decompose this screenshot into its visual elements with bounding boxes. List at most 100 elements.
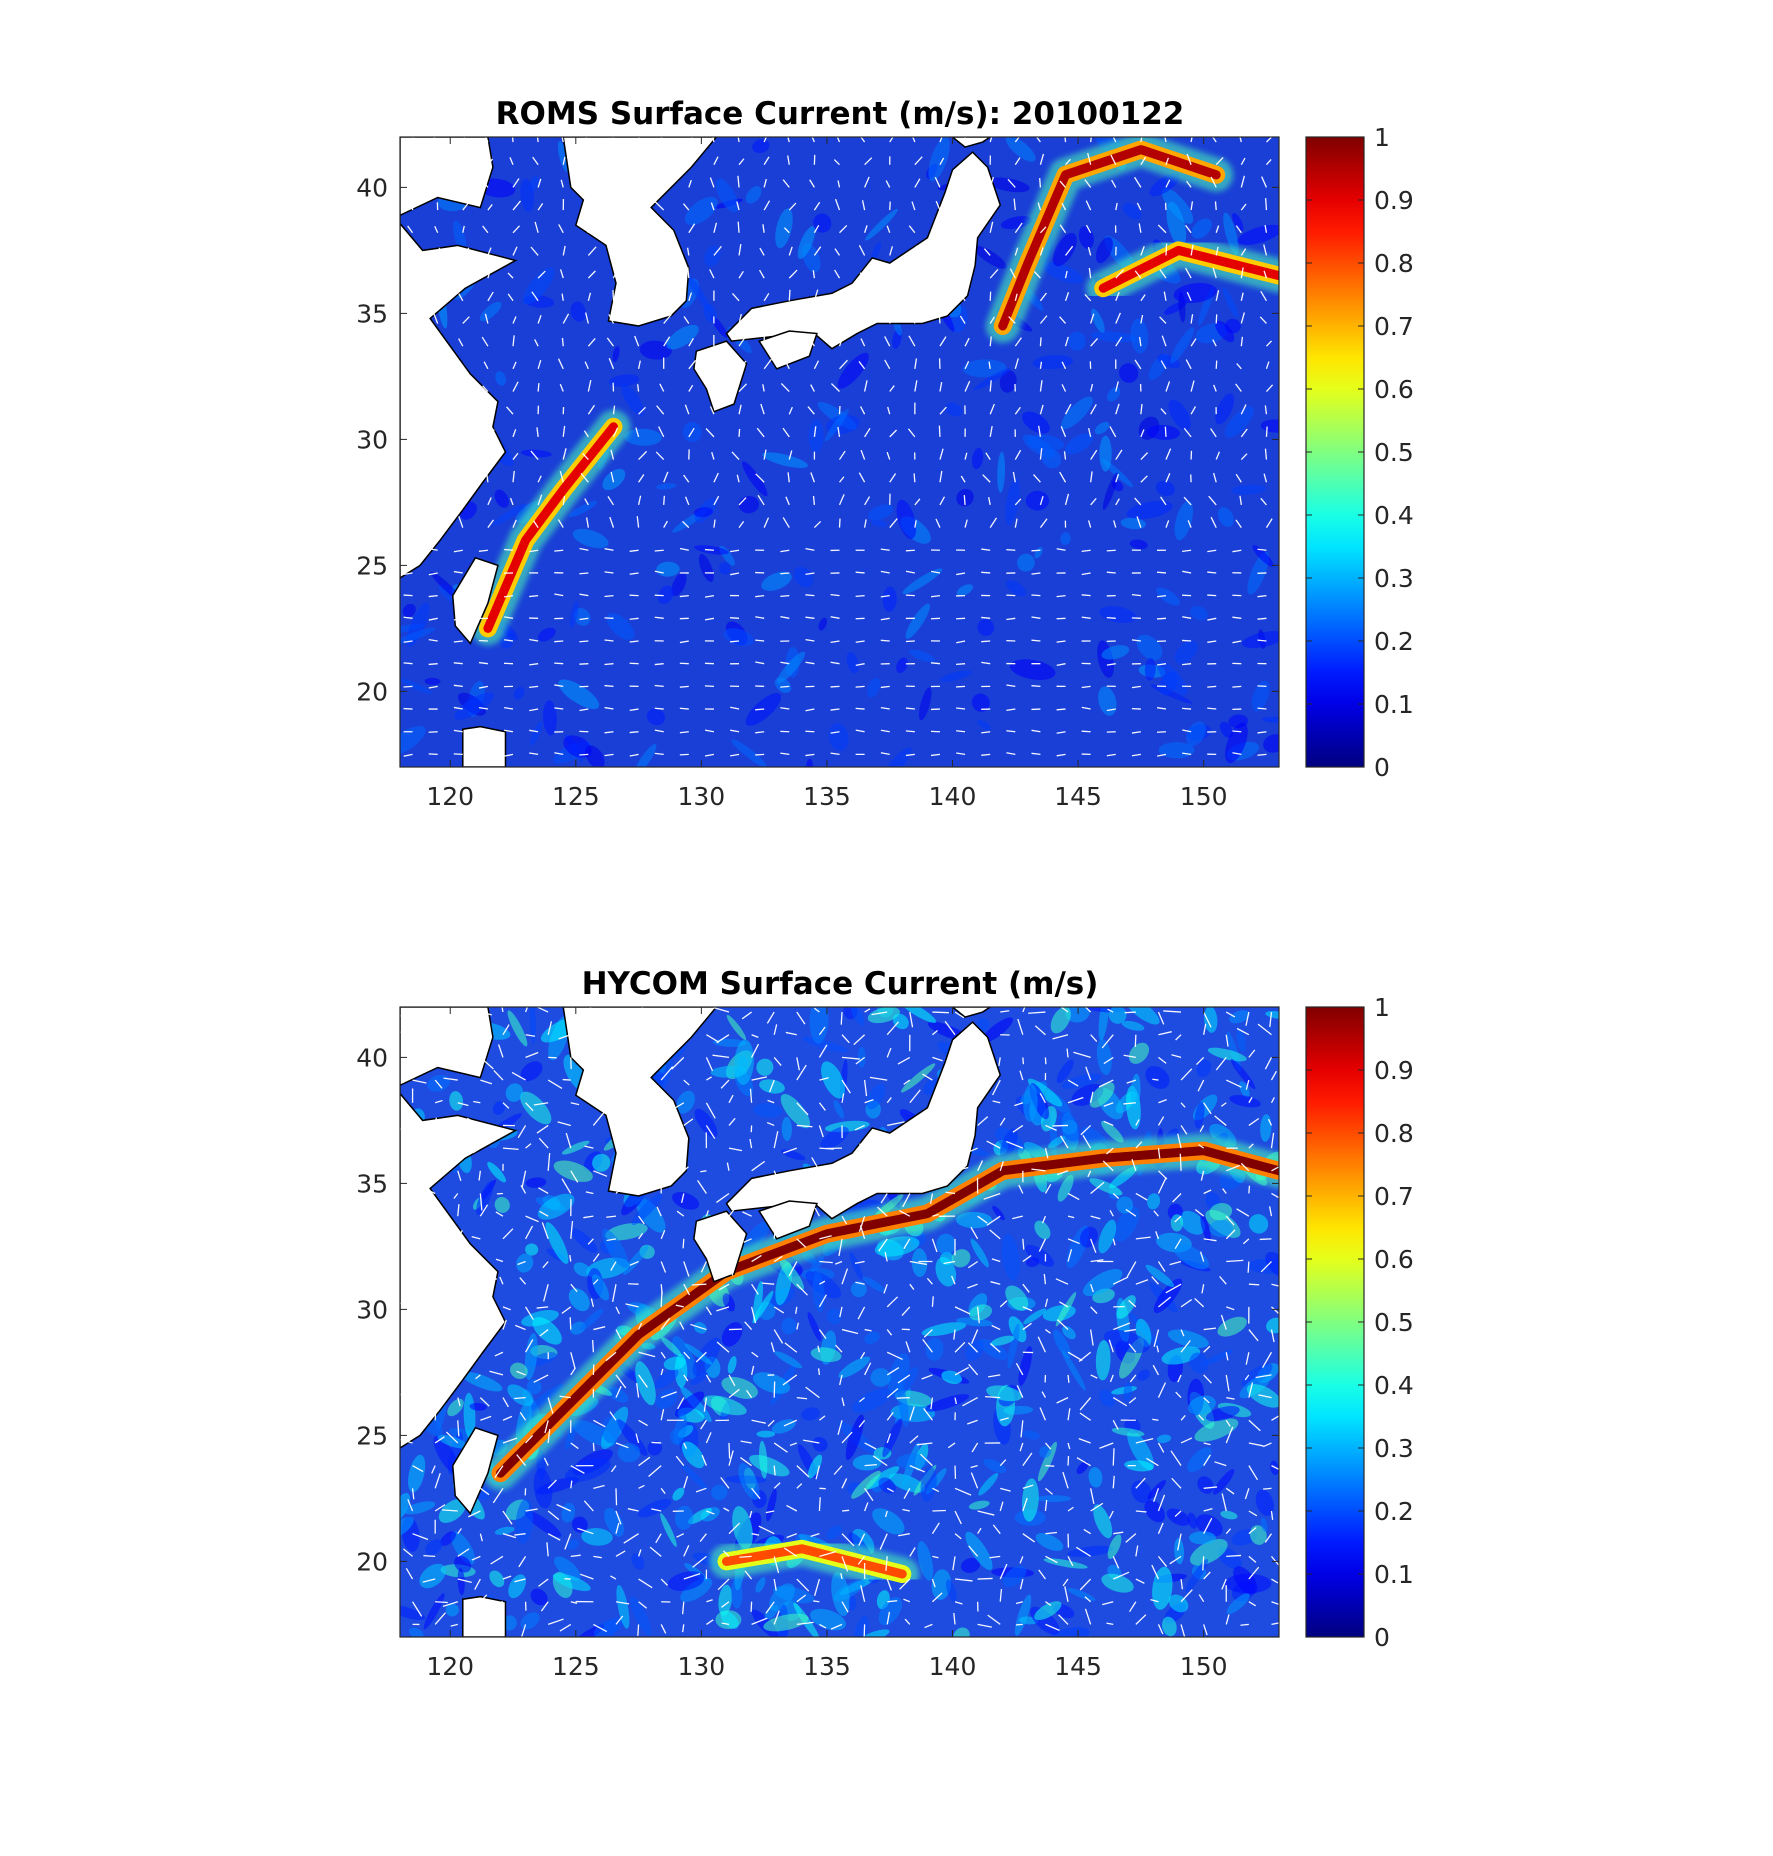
speed-patch — [846, 651, 859, 674]
speed-patch — [776, 651, 806, 684]
velocity-arrow — [1210, 176, 1217, 188]
velocity-arrow — [813, 225, 820, 234]
land-luzon — [462, 1595, 507, 1637]
velocity-arrow — [412, 1374, 425, 1385]
velocity-arrow — [1264, 448, 1268, 460]
y-tick-label: 40 — [356, 173, 388, 202]
velocity-arrow — [813, 426, 817, 437]
speed-patch — [1009, 659, 1056, 680]
velocity-arrow — [922, 1073, 933, 1081]
velocity-arrow — [864, 176, 870, 188]
velocity-arrow — [1171, 1054, 1182, 1059]
velocity-arrow — [504, 594, 514, 598]
speed-patch — [866, 1083, 886, 1110]
velocity-arrow — [1240, 267, 1244, 279]
velocity-arrow — [749, 1088, 753, 1103]
velocity-arrow — [610, 1575, 617, 1580]
velocity-arrow — [458, 293, 464, 302]
velocity-arrow — [1014, 157, 1021, 166]
velocity-arrow — [1014, 247, 1019, 256]
velocity-arrow — [886, 451, 891, 460]
velocity-arrow — [855, 640, 865, 643]
velocity-arrow — [796, 1102, 809, 1116]
velocity-arrow — [408, 498, 414, 506]
velocity-arrow — [1257, 548, 1267, 551]
velocity-arrow — [1038, 1569, 1046, 1580]
velocity-arrow — [736, 201, 740, 211]
velocity-arrow — [1115, 381, 1119, 392]
velocity-arrow — [960, 475, 966, 483]
velocity-arrow — [705, 1225, 710, 1239]
speed-patch — [663, 1356, 686, 1371]
velocity-arrow — [921, 1124, 933, 1135]
velocity-arrow — [1169, 1555, 1182, 1565]
velocity-arrow — [1090, 1238, 1097, 1253]
velocity-arrow — [1128, 1299, 1137, 1308]
velocity-arrow — [1225, 1079, 1242, 1088]
x-tick-label: 150 — [1180, 782, 1228, 811]
velocity-arrow — [1187, 520, 1192, 528]
speed-patch — [558, 679, 600, 710]
speed-patch — [449, 1091, 464, 1111]
velocity-arrow — [587, 404, 595, 415]
velocity-arrow — [738, 244, 742, 256]
velocity-arrow — [704, 729, 715, 733]
velocity-arrow — [615, 1550, 626, 1557]
velocity-arrow — [457, 1170, 462, 1182]
velocity-arrow — [805, 616, 815, 619]
velocity-arrow — [502, 1147, 519, 1151]
velocity-arrow — [615, 1615, 624, 1625]
velocity-arrow — [742, 1211, 752, 1217]
velocity-arrow — [1022, 1452, 1033, 1467]
speed-patch — [563, 735, 592, 758]
velocity-arrow — [818, 1329, 827, 1339]
velocity-arrow — [1263, 244, 1268, 256]
velocity-arrow — [542, 1261, 549, 1269]
velocity-arrow — [530, 246, 539, 256]
velocity-arrow — [763, 292, 770, 302]
velocity-arrow — [1203, 1189, 1212, 1195]
velocity-arrow — [654, 549, 664, 552]
velocity-arrow — [1056, 594, 1066, 598]
velocity-arrow — [1045, 1531, 1058, 1535]
speed-patch — [854, 1615, 869, 1637]
velocity-arrow — [911, 201, 916, 211]
velocity-arrow — [615, 1601, 630, 1605]
velocity-arrow — [1135, 1578, 1145, 1584]
land-korea — [562, 137, 718, 327]
velocity-arrow — [1153, 1329, 1160, 1347]
velocity-arrow — [660, 1066, 674, 1081]
velocity-arrow — [400, 1438, 413, 1444]
velocity-arrow — [1157, 1116, 1165, 1126]
velocity-arrow — [462, 316, 470, 324]
velocity-arrow — [989, 426, 993, 437]
velocity-arrow — [1039, 177, 1042, 188]
speed-patch — [537, 627, 556, 642]
velocity-arrow — [471, 1236, 481, 1240]
velocity-arrow — [1177, 1533, 1182, 1551]
velocity-arrow — [487, 291, 494, 302]
velocity-arrow — [1257, 753, 1267, 756]
velocity-arrow — [411, 403, 418, 415]
velocity-arrow — [992, 1100, 1001, 1104]
velocity-arrow — [1203, 1486, 1218, 1489]
velocity-arrow — [840, 1011, 843, 1025]
velocity-arrow — [1059, 224, 1067, 234]
velocity-arrow — [1183, 496, 1192, 506]
velocity-arrow — [805, 1386, 820, 1399]
velocity-arrow — [1022, 1497, 1028, 1512]
velocity-arrow — [1075, 1546, 1091, 1557]
speed-patch — [1052, 232, 1077, 267]
velocity-arrow — [914, 268, 917, 279]
speed-patch — [1034, 1601, 1062, 1621]
velocity-arrow — [1007, 178, 1016, 188]
velocity-arrow — [1158, 1296, 1172, 1308]
velocity-arrow — [504, 729, 514, 733]
velocity-arrow — [819, 1623, 827, 1629]
velocity-arrow — [954, 1487, 972, 1496]
colorbar-tick-label: 0.6 — [1374, 375, 1414, 404]
speed-patch — [860, 1629, 890, 1637]
velocity-arrow — [914, 245, 918, 256]
velocity-arrow — [1215, 314, 1218, 324]
velocity-arrow — [763, 517, 770, 528]
